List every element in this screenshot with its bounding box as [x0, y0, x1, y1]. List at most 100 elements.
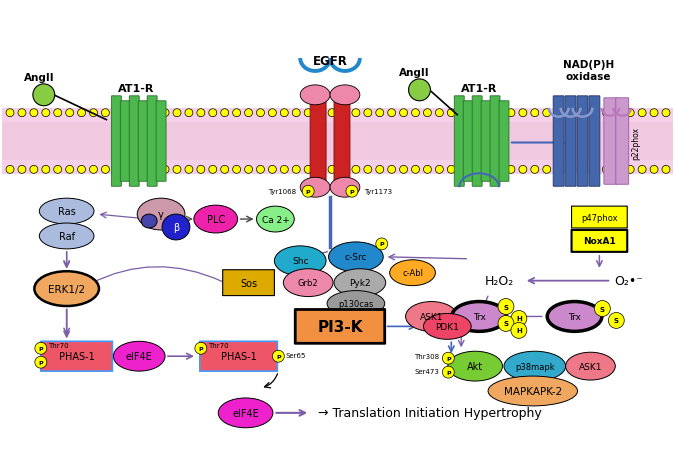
- Text: H: H: [516, 316, 522, 322]
- Circle shape: [90, 110, 97, 117]
- Circle shape: [78, 166, 86, 174]
- Circle shape: [126, 110, 133, 117]
- Text: Pyk2: Pyk2: [349, 278, 371, 288]
- Circle shape: [566, 166, 574, 174]
- Circle shape: [459, 166, 467, 174]
- FancyBboxPatch shape: [616, 99, 628, 185]
- Circle shape: [90, 166, 97, 174]
- Circle shape: [197, 166, 205, 174]
- Text: PHAS-1: PHAS-1: [59, 351, 94, 361]
- Text: ASK1: ASK1: [578, 362, 602, 371]
- Text: PI3-K: PI3-K: [317, 319, 362, 334]
- Text: H₂O₂: H₂O₂: [485, 274, 514, 288]
- Circle shape: [412, 166, 419, 174]
- Circle shape: [364, 166, 372, 174]
- Circle shape: [244, 110, 252, 117]
- Circle shape: [578, 110, 587, 117]
- Circle shape: [376, 110, 383, 117]
- Circle shape: [149, 166, 157, 174]
- Ellipse shape: [218, 398, 273, 428]
- Circle shape: [304, 110, 312, 117]
- Circle shape: [35, 343, 47, 354]
- FancyBboxPatch shape: [120, 101, 130, 182]
- Text: P: P: [446, 356, 451, 361]
- Text: P: P: [276, 354, 281, 359]
- FancyBboxPatch shape: [490, 96, 500, 187]
- Text: S: S: [600, 306, 605, 312]
- Text: ERK1/2: ERK1/2: [48, 284, 85, 294]
- Text: Thr70: Thr70: [208, 343, 228, 349]
- Ellipse shape: [256, 207, 294, 233]
- Ellipse shape: [330, 178, 360, 198]
- Text: S: S: [504, 321, 508, 327]
- Circle shape: [173, 110, 181, 117]
- Text: MAPKAPK-2: MAPKAPK-2: [504, 386, 562, 396]
- Circle shape: [233, 110, 240, 117]
- Circle shape: [626, 110, 634, 117]
- FancyBboxPatch shape: [454, 96, 464, 187]
- FancyBboxPatch shape: [130, 96, 139, 187]
- Text: PHAS-1: PHAS-1: [221, 351, 256, 361]
- Text: Trx: Trx: [568, 312, 581, 321]
- Circle shape: [126, 166, 133, 174]
- Circle shape: [400, 166, 408, 174]
- Circle shape: [352, 110, 360, 117]
- Circle shape: [352, 166, 360, 174]
- Circle shape: [54, 166, 61, 174]
- Text: P: P: [350, 189, 354, 194]
- Circle shape: [328, 110, 336, 117]
- Text: c-Abl: c-Abl: [402, 268, 423, 278]
- Circle shape: [498, 316, 514, 332]
- Ellipse shape: [504, 351, 566, 381]
- Circle shape: [423, 166, 431, 174]
- FancyBboxPatch shape: [565, 96, 576, 187]
- Ellipse shape: [334, 269, 385, 297]
- Circle shape: [531, 110, 539, 117]
- Text: Trx: Trx: [472, 312, 485, 321]
- FancyBboxPatch shape: [223, 270, 275, 296]
- Circle shape: [209, 166, 217, 174]
- Ellipse shape: [113, 342, 165, 371]
- Ellipse shape: [406, 302, 457, 332]
- Circle shape: [316, 166, 324, 174]
- Ellipse shape: [329, 243, 383, 272]
- Circle shape: [519, 166, 527, 174]
- Circle shape: [591, 110, 599, 117]
- Circle shape: [531, 166, 539, 174]
- Circle shape: [650, 166, 658, 174]
- Text: p130cas: p130cas: [338, 299, 373, 308]
- Circle shape: [197, 110, 205, 117]
- Circle shape: [149, 110, 157, 117]
- Circle shape: [519, 110, 527, 117]
- FancyBboxPatch shape: [463, 101, 473, 182]
- Circle shape: [346, 186, 358, 198]
- Circle shape: [18, 110, 26, 117]
- Circle shape: [376, 166, 383, 174]
- Circle shape: [42, 110, 50, 117]
- Circle shape: [507, 110, 515, 117]
- Text: H: H: [516, 328, 522, 334]
- Text: P: P: [306, 189, 311, 194]
- Circle shape: [292, 110, 300, 117]
- Circle shape: [471, 166, 479, 174]
- Circle shape: [161, 166, 169, 174]
- Text: Tyr1173: Tyr1173: [364, 189, 392, 195]
- Ellipse shape: [284, 269, 333, 297]
- Circle shape: [195, 343, 207, 354]
- Circle shape: [626, 166, 634, 174]
- FancyBboxPatch shape: [572, 231, 627, 253]
- Text: P: P: [38, 360, 43, 365]
- FancyBboxPatch shape: [481, 101, 491, 182]
- Ellipse shape: [389, 260, 435, 286]
- Circle shape: [423, 110, 431, 117]
- Circle shape: [638, 166, 646, 174]
- Text: Ser473: Ser473: [414, 368, 439, 374]
- Text: Ca 2+: Ca 2+: [261, 215, 290, 224]
- Text: P: P: [379, 242, 384, 247]
- Text: Sos: Sos: [240, 278, 257, 288]
- Text: P: P: [198, 346, 203, 351]
- Text: Tyr1068: Tyr1068: [268, 189, 296, 195]
- Circle shape: [543, 110, 551, 117]
- Ellipse shape: [34, 272, 99, 306]
- Ellipse shape: [39, 223, 94, 249]
